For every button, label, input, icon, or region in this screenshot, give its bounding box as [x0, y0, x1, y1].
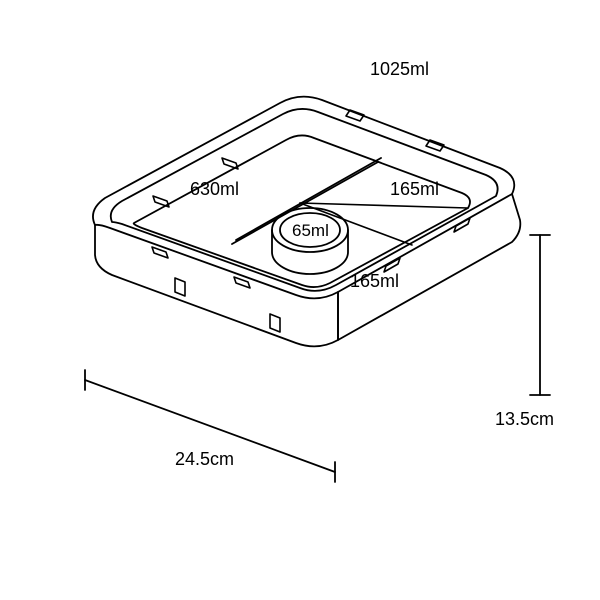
label-tr: 165ml: [390, 179, 439, 199]
label-width: 24.5cm: [175, 449, 234, 469]
label-large: 630ml: [190, 179, 239, 199]
label-cup: 65ml: [292, 221, 329, 240]
dim-depth: [530, 235, 550, 395]
label-br: 165ml: [350, 271, 399, 291]
container-diagram: 1025ml 630ml 165ml 165ml 65ml 24.5cm 13.…: [0, 0, 600, 600]
outer-front-right-wall: [338, 194, 520, 340]
inner-floor: [134, 135, 470, 287]
label-depth: 13.5cm: [495, 409, 554, 429]
divider-right: [300, 203, 468, 208]
label-total: 1025ml: [370, 59, 429, 79]
